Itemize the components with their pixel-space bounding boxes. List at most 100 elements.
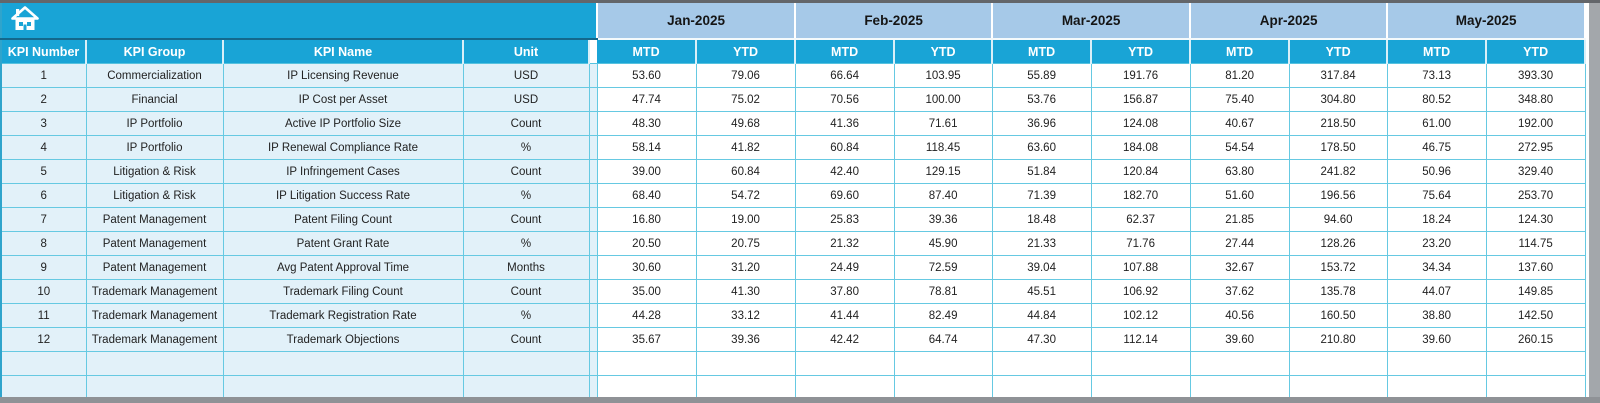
cell-kpi-name[interactable]: Patent Grant Rate <box>222 231 464 256</box>
spacer-cell[interactable] <box>588 135 598 160</box>
cell-value[interactable]: 182.70 <box>1090 183 1191 208</box>
cell-kpi-group[interactable]: Litigation & Risk <box>85 183 224 208</box>
cell-value[interactable]: 61.00 <box>1386 111 1487 136</box>
cell-kpi-name[interactable]: Trademark Registration Rate <box>222 303 464 328</box>
empty-cell[interactable] <box>462 375 590 400</box>
cell-value[interactable]: 118.45 <box>893 135 993 160</box>
cell-value[interactable]: 218.50 <box>1288 111 1388 136</box>
empty-cell[interactable] <box>1189 351 1290 376</box>
cell-value[interactable]: 106.92 <box>1090 279 1191 304</box>
cell-value[interactable]: 241.82 <box>1288 159 1388 184</box>
cell-value[interactable]: 21.32 <box>794 231 895 256</box>
cell-kpi-number[interactable]: 7 <box>0 207 87 232</box>
cell-value[interactable]: 70.56 <box>794 87 895 112</box>
cell-value[interactable]: 66.64 <box>794 63 895 88</box>
month-header-feb-2025[interactable]: Feb-2025 <box>794 3 994 40</box>
cell-value[interactable]: 348.80 <box>1485 87 1586 112</box>
empty-cell[interactable] <box>991 351 1092 376</box>
cell-kpi-name[interactable]: Active IP Portfolio Size <box>222 111 464 136</box>
cell-value[interactable]: 124.08 <box>1090 111 1191 136</box>
cell-value[interactable]: 41.44 <box>794 303 895 328</box>
subheader-mar-mtd[interactable]: MTD <box>992 39 1093 64</box>
cell-value[interactable]: 45.51 <box>991 279 1092 304</box>
spacer-cell[interactable] <box>588 111 598 136</box>
cell-value[interactable]: 39.00 <box>596 159 697 184</box>
cell-value[interactable]: 21.33 <box>991 231 1092 256</box>
cell-value[interactable]: 51.60 <box>1189 183 1290 208</box>
cell-value[interactable]: 49.68 <box>695 111 796 136</box>
cell-value[interactable]: 60.84 <box>695 159 796 184</box>
empty-cell[interactable] <box>596 375 697 400</box>
cell-unit[interactable]: Count <box>462 279 590 304</box>
subheader-apr-mtd[interactable]: MTD <box>1190 39 1291 64</box>
cell-value[interactable]: 120.84 <box>1090 159 1191 184</box>
cell-value[interactable]: 51.84 <box>991 159 1092 184</box>
cell-kpi-number[interactable]: 5 <box>0 159 87 184</box>
cell-value[interactable]: 53.76 <box>991 87 1092 112</box>
cell-kpi-number[interactable]: 3 <box>0 111 87 136</box>
empty-cell[interactable] <box>222 375 464 400</box>
empty-cell[interactable] <box>1288 375 1388 400</box>
cell-kpi-number[interactable]: 9 <box>0 255 87 280</box>
cell-unit[interactable]: % <box>462 231 590 256</box>
empty-cell[interactable] <box>1386 375 1487 400</box>
spacer-cell[interactable] <box>588 351 598 376</box>
cell-value[interactable]: 20.50 <box>596 231 697 256</box>
cell-value[interactable]: 75.64 <box>1386 183 1487 208</box>
cell-kpi-number[interactable]: 11 <box>0 303 87 328</box>
empty-cell[interactable] <box>0 351 87 376</box>
cell-value[interactable]: 38.80 <box>1386 303 1487 328</box>
cell-value[interactable]: 71.76 <box>1090 231 1191 256</box>
cell-unit[interactable]: % <box>462 135 590 160</box>
subheader-feb-mtd[interactable]: MTD <box>795 39 896 64</box>
empty-cell[interactable] <box>222 351 464 376</box>
cell-value[interactable]: 210.80 <box>1288 327 1388 352</box>
cell-value[interactable]: 24.49 <box>794 255 895 280</box>
empty-cell[interactable] <box>1485 351 1586 376</box>
cell-kpi-name[interactable]: Trademark Objections <box>222 327 464 352</box>
spacer-cell[interactable] <box>588 159 598 184</box>
cell-value[interactable]: 53.60 <box>596 63 697 88</box>
cell-value[interactable]: 39.60 <box>1189 327 1290 352</box>
cell-value[interactable]: 37.62 <box>1189 279 1290 304</box>
cell-value[interactable]: 107.88 <box>1090 255 1191 280</box>
cell-kpi-name[interactable]: IP Cost per Asset <box>222 87 464 112</box>
cell-value[interactable]: 124.30 <box>1485 207 1586 232</box>
cell-value[interactable]: 128.26 <box>1288 231 1388 256</box>
cell-value[interactable]: 42.40 <box>794 159 895 184</box>
month-header-may-2025[interactable]: May-2025 <box>1386 3 1587 40</box>
cell-unit[interactable]: Count <box>462 159 590 184</box>
cell-value[interactable]: 304.80 <box>1288 87 1388 112</box>
cell-value[interactable]: 16.80 <box>596 207 697 232</box>
cell-kpi-number[interactable]: 8 <box>0 231 87 256</box>
cell-kpi-group[interactable]: Trademark Management <box>85 327 224 352</box>
cell-value[interactable]: 41.82 <box>695 135 796 160</box>
cell-value[interactable]: 39.04 <box>991 255 1092 280</box>
cell-value[interactable]: 192.00 <box>1485 111 1586 136</box>
cell-kpi-number[interactable]: 1 <box>0 63 87 88</box>
cell-kpi-number[interactable]: 6 <box>0 183 87 208</box>
cell-value[interactable]: 55.89 <box>991 63 1092 88</box>
empty-cell[interactable] <box>1090 351 1191 376</box>
cell-value[interactable]: 21.85 <box>1189 207 1290 232</box>
cell-value[interactable]: 62.37 <box>1090 207 1191 232</box>
cell-unit[interactable]: % <box>462 183 590 208</box>
cell-kpi-number[interactable]: 4 <box>0 135 87 160</box>
cell-value[interactable]: 64.74 <box>893 327 993 352</box>
cell-value[interactable]: 196.56 <box>1288 183 1388 208</box>
cell-value[interactable]: 94.60 <box>1288 207 1388 232</box>
cell-kpi-name[interactable]: IP Infringement Cases <box>222 159 464 184</box>
cell-value[interactable]: 35.67 <box>596 327 697 352</box>
cell-value[interactable]: 32.67 <box>1189 255 1290 280</box>
cell-value[interactable]: 100.00 <box>893 87 993 112</box>
spacer-cell[interactable] <box>588 183 598 208</box>
scrollbar-right[interactable] <box>1589 3 1600 397</box>
month-header-apr-2025[interactable]: Apr-2025 <box>1189 3 1389 40</box>
cell-kpi-name[interactable]: IP Renewal Compliance Rate <box>222 135 464 160</box>
empty-cell[interactable] <box>0 375 87 400</box>
cell-value[interactable]: 81.20 <box>1189 63 1290 88</box>
cell-value[interactable]: 42.42 <box>794 327 895 352</box>
cell-unit[interactable]: USD <box>462 63 590 88</box>
cell-kpi-name[interactable]: IP Licensing Revenue <box>222 63 464 88</box>
cell-value[interactable]: 41.30 <box>695 279 796 304</box>
